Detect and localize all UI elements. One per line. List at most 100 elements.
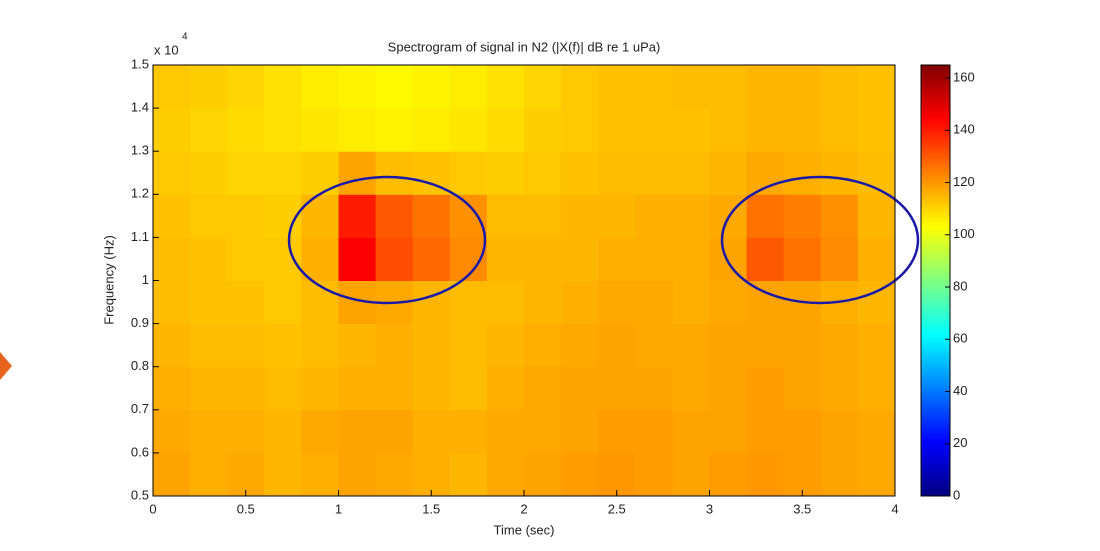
cell xyxy=(709,280,748,325)
cell xyxy=(820,409,859,454)
cell xyxy=(820,452,859,497)
cell xyxy=(449,366,488,411)
cell xyxy=(153,65,191,109)
cell xyxy=(524,65,562,109)
cell xyxy=(783,409,822,454)
cell xyxy=(412,452,451,497)
cell xyxy=(672,237,710,281)
cell xyxy=(190,280,228,325)
cell xyxy=(338,151,377,195)
heatmap xyxy=(153,65,896,497)
cell xyxy=(190,194,228,238)
cell xyxy=(227,280,265,325)
cell xyxy=(672,323,710,368)
cell xyxy=(857,323,896,368)
cell xyxy=(412,65,451,109)
cell xyxy=(820,65,859,109)
y-multiplier-exp: 4 xyxy=(182,32,188,43)
cell xyxy=(820,323,859,368)
cell xyxy=(561,237,599,281)
cell xyxy=(598,323,636,368)
colorbar-tick-label: 0 xyxy=(953,487,960,502)
cell xyxy=(412,323,451,368)
cell xyxy=(857,237,896,281)
cell xyxy=(190,323,228,368)
y-tick-label: 0.7 xyxy=(131,401,149,416)
colorbar xyxy=(920,64,951,497)
cell xyxy=(561,108,599,152)
colorbar-tick-label: 120 xyxy=(953,174,975,189)
cell xyxy=(153,280,191,325)
y-tick-label: 0.8 xyxy=(131,358,149,373)
cell xyxy=(264,409,302,454)
cell xyxy=(412,280,451,325)
cell xyxy=(635,409,673,454)
highlight-ellipse xyxy=(720,175,920,305)
cell xyxy=(561,323,599,368)
cell xyxy=(449,151,488,195)
cell xyxy=(783,452,822,497)
cell xyxy=(227,366,265,411)
colorbar-tick-label: 60 xyxy=(953,331,967,346)
cell xyxy=(449,194,488,238)
cell xyxy=(375,409,414,454)
cell xyxy=(449,65,488,109)
x-tick-label: 0 xyxy=(149,501,156,516)
cell xyxy=(449,280,488,325)
cell xyxy=(486,194,525,238)
cell xyxy=(375,323,414,368)
cell xyxy=(709,323,748,368)
cell xyxy=(190,409,228,454)
cell xyxy=(820,194,859,238)
cell xyxy=(338,194,377,238)
cell xyxy=(190,108,228,152)
cell xyxy=(524,452,562,497)
cell xyxy=(746,108,785,152)
cell xyxy=(709,237,748,281)
chart-title: Spectrogram of signal in N2 (|X(f)| dB r… xyxy=(388,39,661,54)
cell xyxy=(561,366,599,411)
cell xyxy=(190,237,228,281)
cell xyxy=(227,151,265,195)
cell xyxy=(486,409,525,454)
cell xyxy=(301,108,339,152)
cell xyxy=(301,237,339,281)
cell xyxy=(598,452,636,497)
cell xyxy=(635,108,673,152)
cell xyxy=(857,194,896,238)
cell xyxy=(227,194,265,238)
cell xyxy=(449,452,488,497)
cell xyxy=(524,237,562,281)
cell xyxy=(857,366,896,411)
cell xyxy=(635,452,673,497)
y-tick-label: 1.3 xyxy=(131,143,149,158)
cell xyxy=(412,409,451,454)
cell xyxy=(820,237,859,281)
cell xyxy=(524,280,562,325)
cell xyxy=(857,280,896,325)
cell xyxy=(783,65,822,109)
cell xyxy=(412,366,451,411)
cell xyxy=(820,366,859,411)
cell xyxy=(783,366,822,411)
cell xyxy=(190,452,228,497)
cell xyxy=(412,237,451,281)
cell xyxy=(561,280,599,325)
x-tick-label: 2 xyxy=(520,501,527,516)
cell xyxy=(672,65,710,109)
cell xyxy=(486,452,525,497)
x-tick-label: 1.5 xyxy=(422,501,440,516)
cell xyxy=(746,280,785,325)
cell xyxy=(153,194,191,238)
cell xyxy=(449,409,488,454)
y-tick-label: 1.4 xyxy=(131,100,149,115)
cell xyxy=(375,151,414,195)
cell xyxy=(635,280,673,325)
slide-marker xyxy=(0,352,12,380)
cell xyxy=(153,108,191,152)
cell xyxy=(783,151,822,195)
cell xyxy=(227,452,265,497)
cell xyxy=(486,108,525,152)
cell xyxy=(338,366,377,411)
cell xyxy=(709,65,748,109)
